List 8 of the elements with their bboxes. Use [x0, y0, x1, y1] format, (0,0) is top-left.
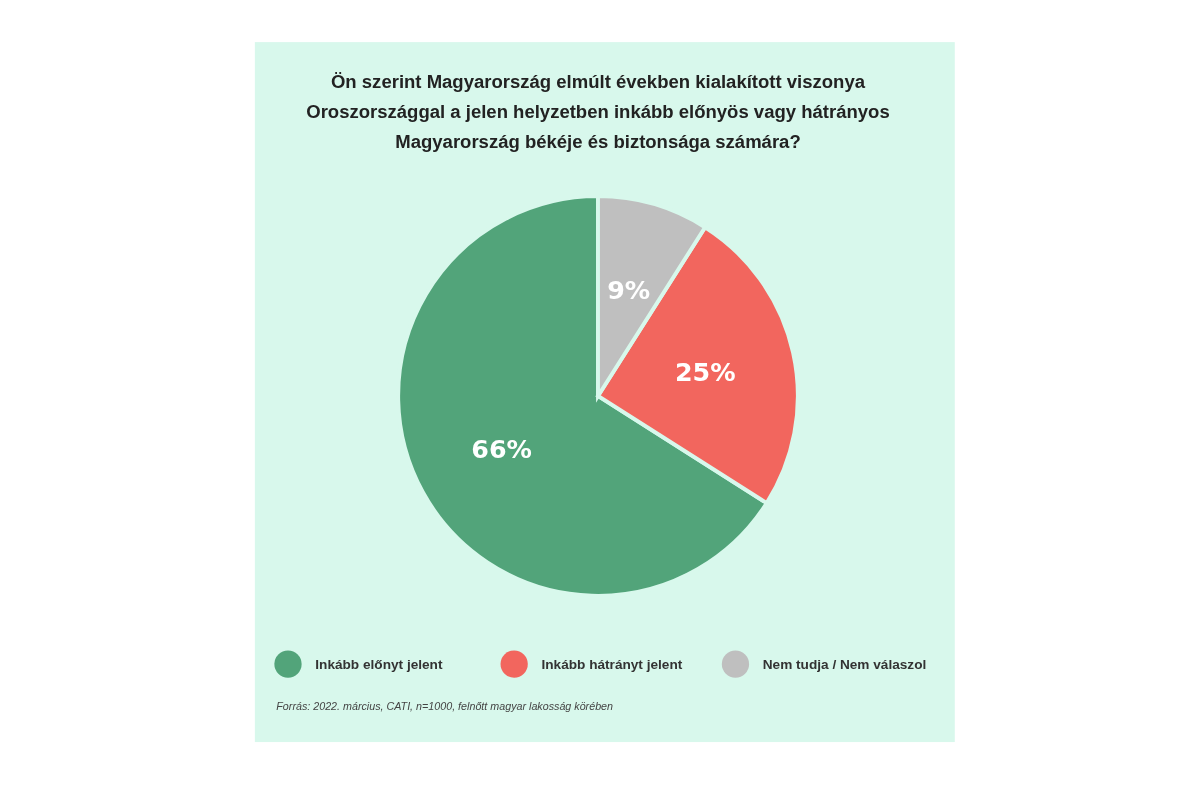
legend-label: Inkább előnyt jelent [315, 656, 443, 672]
data-label: 25% [674, 357, 736, 388]
data-label: 66% [471, 433, 532, 464]
chart-title: Ön szerint Magyarország elmúlt években kialakított viszonya Oroszországgal a jelen helyzetben inkább előnyös vagy hátrányos Magyarország békéje és biztonsága számára? [306, 70, 890, 153]
legend-label: Nem tudja / Nem válaszol [762, 656, 927, 672]
text: Forrás: 2022. március, CATI, n=1000, felnőtt magyar lakosság körében [276, 699, 614, 712]
legend-label: Inkább hátrányt jelent [541, 656, 683, 672]
data-label: 9% [607, 275, 651, 306]
